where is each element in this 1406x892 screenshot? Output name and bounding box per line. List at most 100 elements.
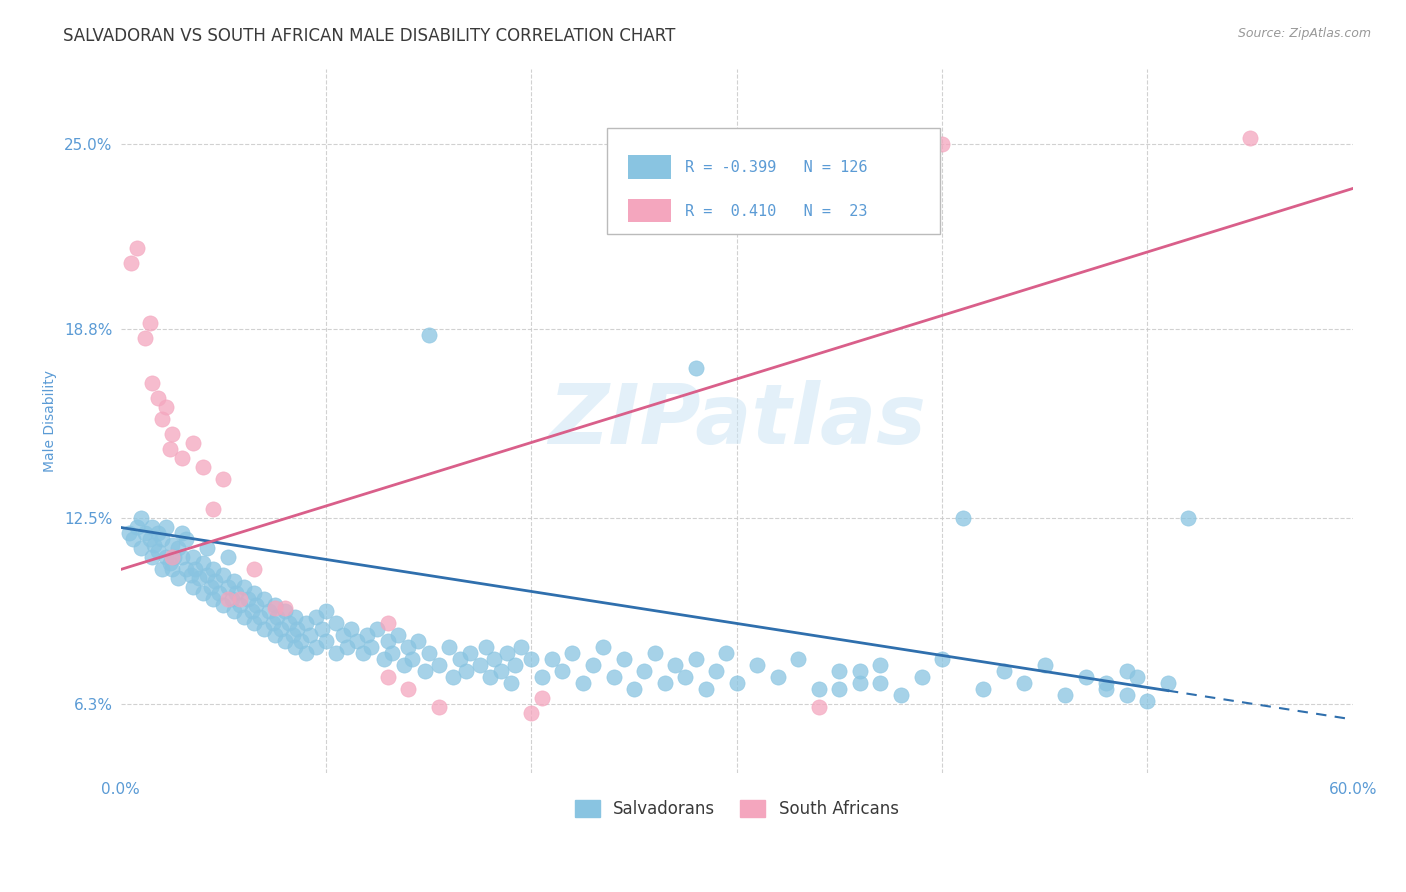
Point: [155, 401, 177, 415]
Text: R =  0.410   N =  23: R = 0.410 N = 23: [685, 203, 868, 219]
Point: [181, 550, 204, 565]
Point: [146, 544, 169, 558]
Point: [118, 526, 141, 541]
Point: [172, 550, 194, 565]
Point: [131, 541, 153, 556]
Point: [191, 586, 214, 600]
Point: [202, 592, 225, 607]
Point: [127, 242, 149, 256]
Point: [1126, 670, 1149, 684]
Point: [427, 700, 450, 714]
Point: [1239, 130, 1261, 145]
Point: [180, 568, 202, 582]
Point: [217, 581, 239, 595]
Point: [263, 628, 285, 642]
Point: [202, 562, 225, 576]
Point: [138, 533, 160, 547]
Point: [1074, 670, 1097, 684]
Point: [181, 436, 204, 450]
Point: [229, 592, 252, 607]
Point: [787, 652, 810, 666]
Point: [160, 550, 183, 565]
Point: [582, 658, 605, 673]
Point: [408, 634, 430, 648]
Point: [134, 331, 156, 345]
Point: [910, 670, 932, 684]
Point: [195, 568, 218, 582]
Point: [339, 623, 361, 637]
Point: [592, 640, 614, 655]
Point: [141, 550, 163, 565]
Point: [183, 562, 205, 576]
Point: [274, 604, 297, 618]
Text: ZIPatlas: ZIPatlas: [548, 381, 925, 461]
Point: [155, 550, 177, 565]
Point: [160, 562, 183, 576]
Point: [807, 700, 830, 714]
Point: [257, 604, 280, 618]
Point: [541, 652, 564, 666]
Point: [191, 460, 214, 475]
Point: [869, 676, 891, 690]
Point: [828, 665, 851, 679]
Point: [155, 520, 177, 534]
Point: [176, 562, 198, 576]
Point: [1157, 676, 1180, 690]
Point: [475, 640, 498, 655]
Point: [181, 581, 204, 595]
Point: [262, 616, 284, 631]
Point: [499, 676, 522, 690]
Point: [454, 665, 477, 679]
Point: [243, 586, 266, 600]
Point: [387, 628, 409, 642]
Point: [458, 647, 481, 661]
Point: [633, 665, 655, 679]
Point: [212, 568, 235, 582]
Point: [298, 628, 321, 642]
Point: [245, 599, 267, 613]
Point: [229, 599, 252, 613]
Point: [807, 682, 830, 697]
Point: [141, 520, 163, 534]
Point: [263, 601, 285, 615]
Point: [849, 665, 872, 679]
Point: [142, 539, 165, 553]
Point: [167, 571, 190, 585]
Point: [890, 689, 912, 703]
Point: [294, 647, 316, 661]
Point: [212, 599, 235, 613]
Point: [972, 682, 994, 697]
Point: [332, 628, 354, 642]
Point: [468, 658, 491, 673]
Point: [1033, 658, 1056, 673]
Point: [520, 652, 543, 666]
Point: [396, 682, 419, 697]
Point: [243, 616, 266, 631]
Point: [305, 640, 328, 655]
Point: [747, 658, 769, 673]
Point: [122, 533, 145, 547]
Point: [208, 586, 231, 600]
Point: [284, 640, 307, 655]
Point: [1115, 689, 1137, 703]
Point: [685, 652, 707, 666]
Point: [253, 623, 276, 637]
Point: [146, 526, 169, 541]
Point: [134, 526, 156, 541]
Point: [233, 610, 256, 624]
Point: [685, 361, 707, 376]
Point: [221, 592, 243, 607]
Point: [225, 586, 247, 600]
Point: [146, 392, 169, 406]
Point: [439, 640, 461, 655]
Point: [377, 634, 399, 648]
Point: [381, 647, 404, 661]
Point: [305, 610, 328, 624]
Point: [530, 691, 553, 706]
Legend: Salvadorans, South Africans: Salvadorans, South Africans: [568, 794, 905, 825]
Point: [278, 616, 301, 631]
Point: [187, 571, 209, 585]
Point: [172, 526, 194, 541]
Point: [290, 634, 312, 648]
FancyBboxPatch shape: [607, 128, 941, 235]
